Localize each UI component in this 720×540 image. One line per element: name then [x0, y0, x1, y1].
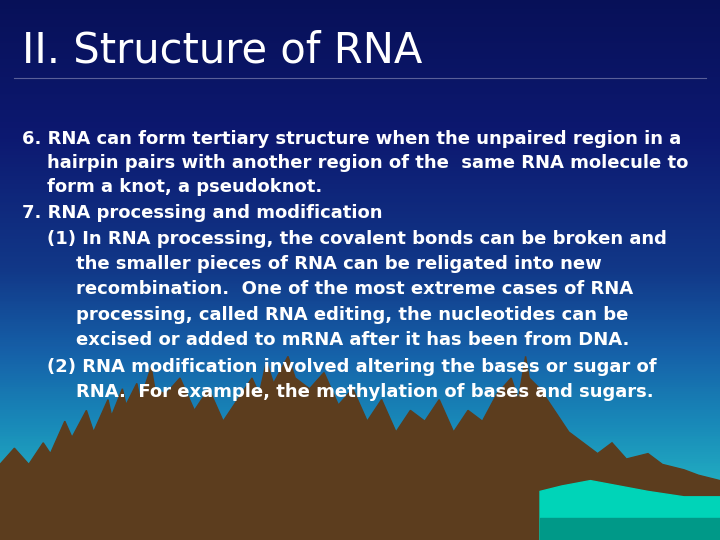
Text: II. Structure of RNA: II. Structure of RNA	[22, 30, 422, 72]
Polygon shape	[0, 356, 720, 540]
Text: form a knot, a pseudoknot.: form a knot, a pseudoknot.	[47, 178, 322, 196]
Polygon shape	[0, 410, 720, 540]
Text: hairpin pairs with another region of the  same RNA molecule to: hairpin pairs with another region of the…	[47, 154, 688, 172]
Text: recombination.  One of the most extreme cases of RNA: recombination. One of the most extreme c…	[76, 280, 633, 298]
Text: (1) In RNA processing, the covalent bonds can be broken and: (1) In RNA processing, the covalent bond…	[47, 230, 667, 247]
Text: (2) RNA modification involved altering the bases or sugar of: (2) RNA modification involved altering t…	[47, 358, 657, 376]
Text: RNA.  For example, the methylation of bases and sugars.: RNA. For example, the methylation of bas…	[76, 383, 653, 401]
Text: 6. RNA can form tertiary structure when the unpaired region in a: 6. RNA can form tertiary structure when …	[22, 130, 681, 147]
Polygon shape	[540, 481, 720, 540]
Text: 7. RNA processing and modification: 7. RNA processing and modification	[22, 204, 382, 222]
Text: processing, called RNA editing, the nucleotides can be: processing, called RNA editing, the nucl…	[76, 306, 628, 323]
Text: excised or added to mRNA after it has been from DNA.: excised or added to mRNA after it has be…	[76, 331, 629, 349]
Text: the smaller pieces of RNA can be religated into new: the smaller pieces of RNA can be religat…	[76, 255, 601, 273]
